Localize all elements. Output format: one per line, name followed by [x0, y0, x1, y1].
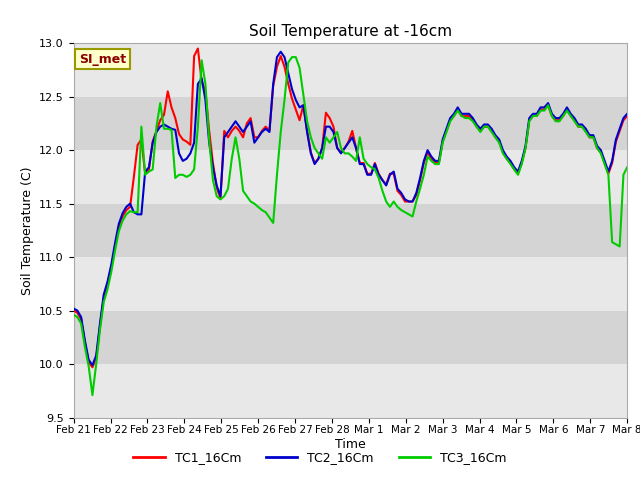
- Legend: TC1_16Cm, TC2_16Cm, TC3_16Cm: TC1_16Cm, TC2_16Cm, TC3_16Cm: [129, 446, 511, 469]
- Bar: [74, 43, 627, 96]
- X-axis label: Time: Time: [335, 438, 366, 451]
- Bar: [74, 257, 627, 311]
- Bar: [74, 150, 627, 204]
- Y-axis label: Soil Temperature (C): Soil Temperature (C): [20, 166, 33, 295]
- Text: SI_met: SI_met: [79, 53, 126, 66]
- Bar: [74, 96, 627, 150]
- Bar: [74, 311, 627, 364]
- Bar: [74, 364, 627, 418]
- Bar: [74, 204, 627, 257]
- Title: Soil Temperature at -16cm: Soil Temperature at -16cm: [249, 24, 452, 39]
